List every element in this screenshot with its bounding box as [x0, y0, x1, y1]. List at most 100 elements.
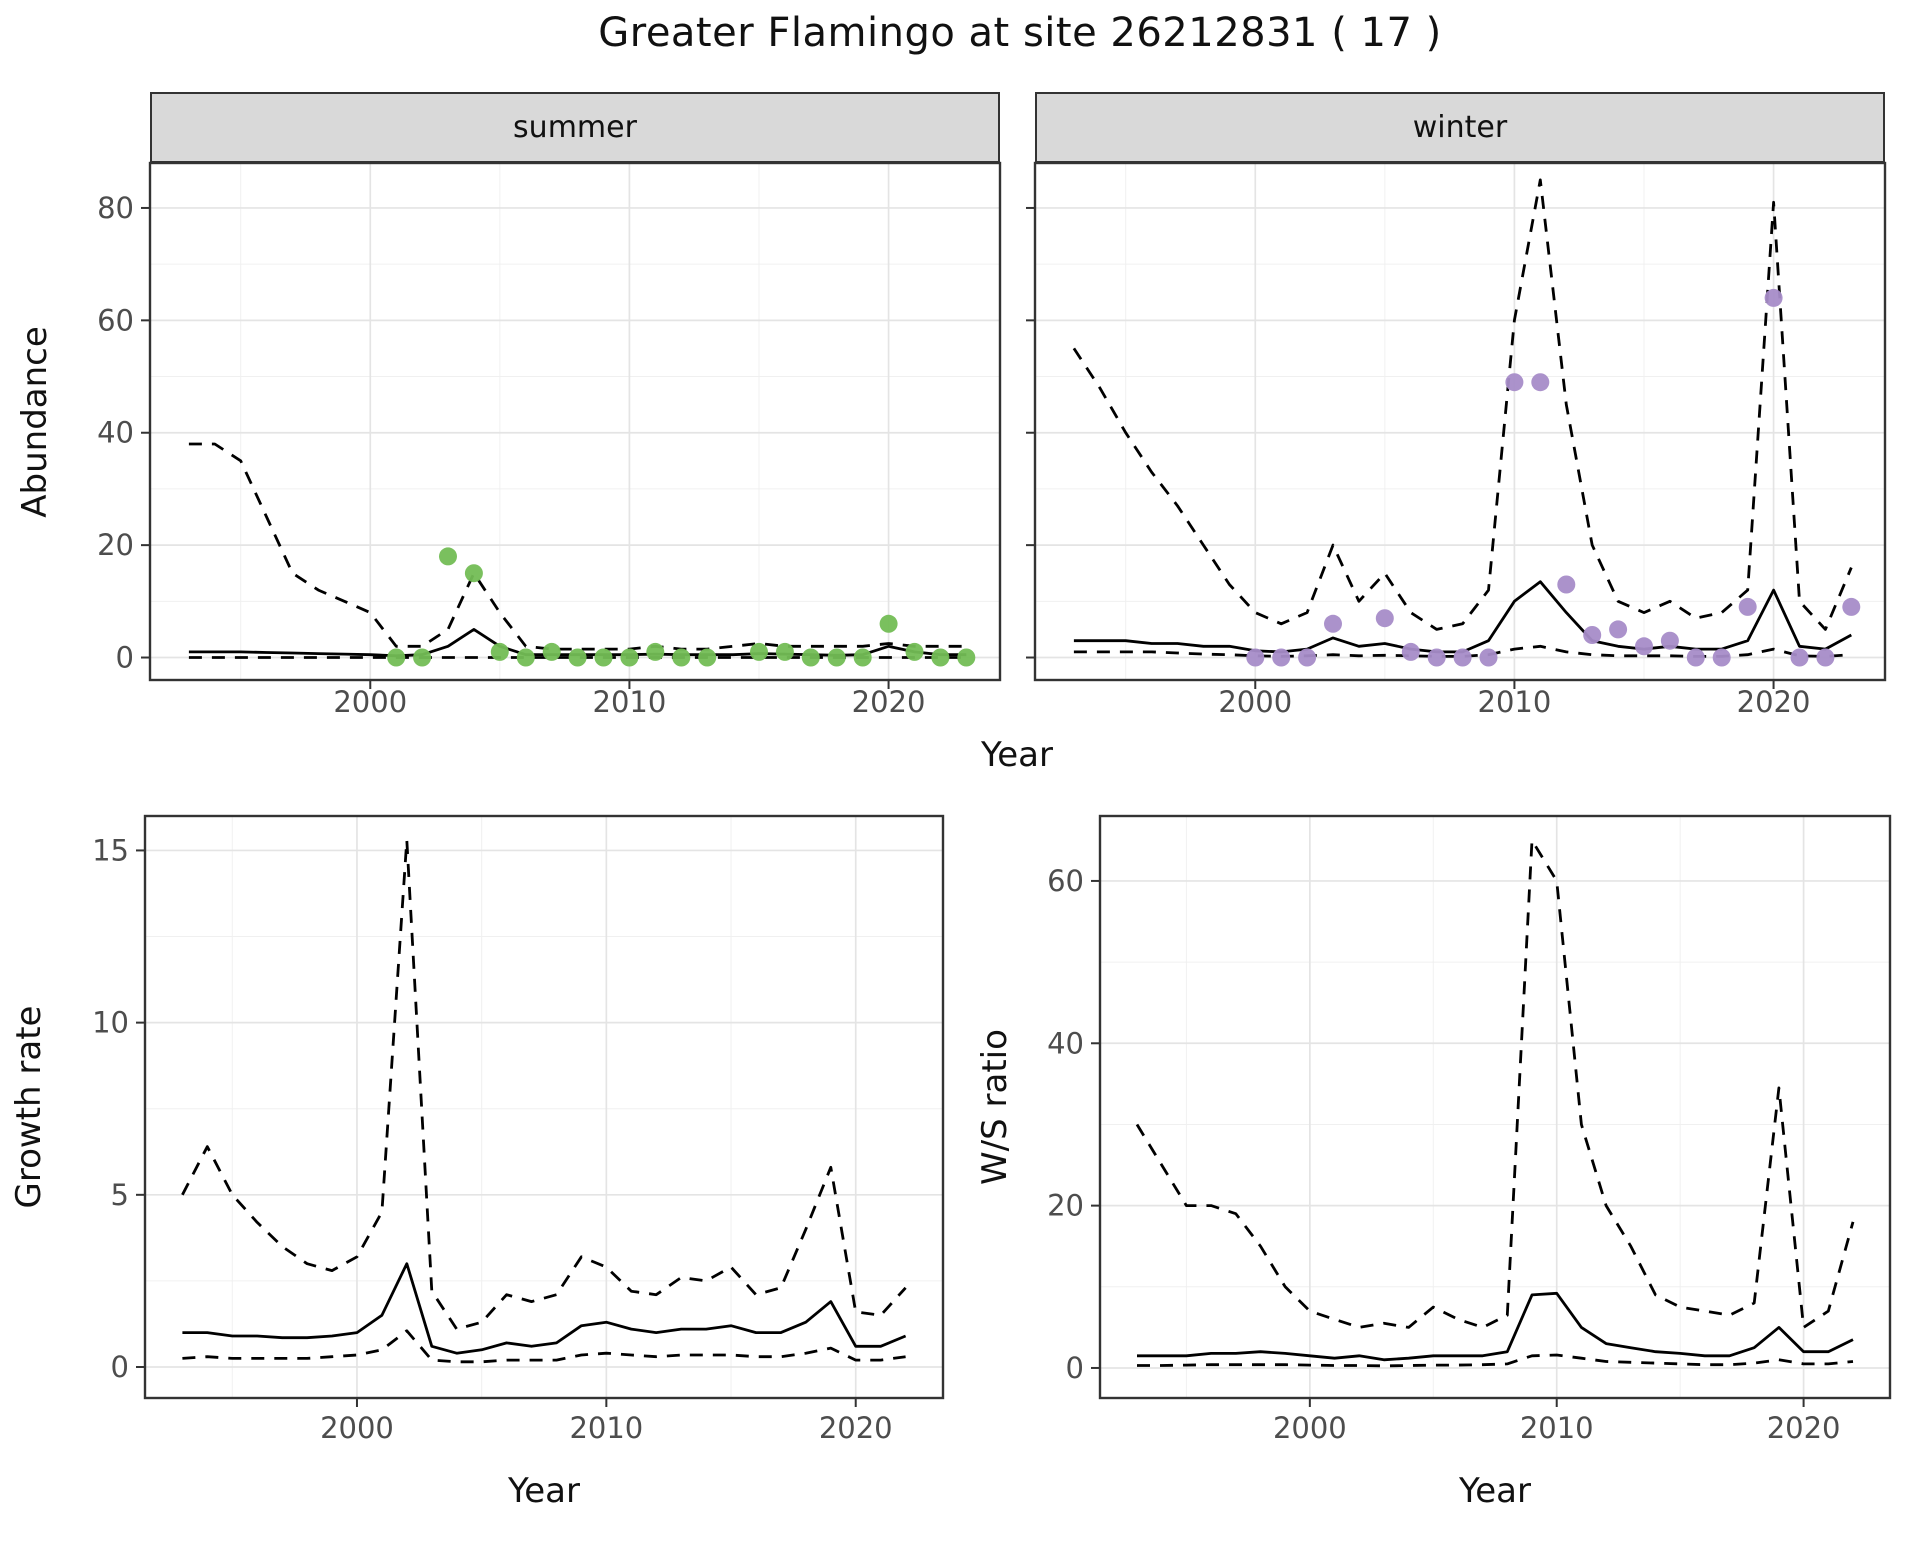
y-tick-label: 15 [92, 833, 129, 867]
y-tick-label: 40 [1047, 1026, 1084, 1060]
y-axis-title-growth-rate: Growth rate [9, 1006, 49, 1209]
observed-summer-point [957, 648, 976, 667]
panel-abundance-winter: 2000 2010 2020 [1026, 161, 1887, 719]
observed-summer-point [827, 648, 846, 667]
observed-summer-point [387, 648, 406, 667]
observed-summer-point [750, 642, 768, 661]
x-tick-label: 2000 [1218, 685, 1292, 719]
panel-ws-ratio: 2000 2010 2020 0 20 40 60 [1047, 814, 1892, 1445]
observed-winter-point [1712, 648, 1731, 667]
observed-winter-point [1583, 626, 1602, 644]
x-axis-title-top-row: Year [980, 735, 1053, 775]
upper-95ci-line [181, 838, 907, 1331]
y-tick-label: 0 [1066, 1351, 1084, 1385]
observed-winter-point [1609, 620, 1628, 639]
x-axis-title-growth-rate: Year [507, 1471, 580, 1511]
x-tick-label: 2010 [1478, 685, 1552, 719]
observed-summer-point [905, 642, 924, 661]
observed-summer-point [931, 648, 950, 667]
panel-border [1098, 814, 1892, 1400]
observed-summer-point [775, 642, 794, 661]
y-tick-label: 60 [1047, 864, 1084, 898]
panel-background [1035, 163, 1885, 680]
observed-winter-point [1531, 373, 1550, 392]
facet-strip-summer-label: summer [513, 110, 637, 145]
observed-summer-point [568, 648, 587, 667]
y-tick-label: 80 [97, 191, 134, 225]
panel-background [1100, 816, 1890, 1398]
observed-winter-point [1635, 637, 1653, 656]
y-axis-title-abundance: Abundance [15, 326, 55, 518]
x-tick-label: 2020 [819, 1411, 893, 1445]
y-tick-label: 20 [1047, 1189, 1084, 1223]
observed-winter-point [1298, 648, 1317, 667]
observed-summer-point [413, 648, 432, 667]
y-tick-label: 40 [97, 416, 134, 450]
panel-abundance-summer: 2000 2010 2020 0 20 40 60 80 [97, 161, 1002, 719]
panel-border [148, 161, 1002, 682]
x-tick-label: 2000 [333, 685, 407, 719]
observed-summer-point [516, 648, 535, 667]
observed-winter-point [1324, 614, 1342, 633]
observed-summer-point [490, 642, 509, 661]
observed-winter-point [1816, 648, 1835, 667]
observed-winter-point [1246, 648, 1265, 667]
observed-winter-point [1557, 575, 1576, 594]
panel-border [1033, 161, 1887, 682]
median-line [182, 1262, 907, 1355]
panel-background [150, 163, 1000, 680]
observed-summer-point [801, 648, 820, 667]
observed-summer-point [853, 648, 872, 667]
observed-winter-point [1738, 597, 1757, 616]
y-tick-label: 10 [92, 1006, 129, 1040]
observed-winter-point [1505, 373, 1524, 392]
panel-background [145, 816, 943, 1398]
observed-winter-point [1686, 648, 1705, 667]
x-axis-title-ws-ratio: Year [1458, 1471, 1531, 1511]
x-tick-label: 2020 [852, 685, 926, 719]
observed-summer-point [594, 648, 613, 667]
observed-winter-point [1842, 597, 1861, 616]
y-tick-label: 5 [111, 1178, 129, 1212]
observed-winter-point [1272, 648, 1291, 667]
observed-winter-point [1401, 642, 1420, 661]
observed-winter-point [1427, 648, 1446, 667]
facet-strip-winter: winter [1035, 92, 1885, 163]
observed-summer-point [698, 648, 717, 667]
observed-summer-point [439, 547, 457, 566]
lower-95ci-line [182, 1329, 906, 1364]
x-tick-label: 2000 [1273, 1411, 1347, 1445]
observed-winter-point [1453, 648, 1472, 667]
plot-title: Greater Flamingo at site 26212831 ( 17 ) [598, 10, 1442, 56]
x-tick-label: 2000 [320, 1411, 394, 1445]
panel-border [143, 814, 945, 1400]
upper-95ci-line [1135, 839, 1855, 1329]
x-tick-label: 2010 [1520, 1411, 1594, 1445]
lower-95ci-line [1137, 1353, 1854, 1368]
observed-summer-point [620, 648, 639, 667]
x-tick-label: 2010 [593, 685, 667, 719]
y-tick-label: 0 [111, 1350, 129, 1384]
x-tick-label: 2010 [569, 1411, 643, 1445]
observed-winter-point [1660, 631, 1679, 650]
observed-summer-point [672, 648, 691, 667]
observed-winter-point [1790, 648, 1809, 667]
y-axis-title-ws-ratio: W/S ratio [975, 1029, 1015, 1185]
observed-winter-point [1375, 609, 1394, 628]
x-tick-label: 2020 [1767, 1411, 1841, 1445]
median-line [1137, 1291, 1854, 1362]
upper-95ci-line [1072, 178, 1853, 631]
observed-winter-point [1764, 288, 1783, 307]
facet-strip-winter-label: winter [1412, 110, 1508, 145]
observed-summer-point [464, 564, 483, 583]
y-tick-label: 60 [97, 303, 134, 337]
observed-summer-point [646, 642, 665, 661]
panel-growth-rate: 2000 2010 2020 0 5 10 15 [92, 814, 945, 1445]
y-tick-label: 20 [97, 528, 134, 562]
facet-strip-summer: summer [150, 92, 1000, 163]
y-tick-label: 0 [116, 641, 134, 675]
x-tick-label: 2020 [1737, 685, 1811, 719]
observed-summer-point [542, 642, 561, 661]
